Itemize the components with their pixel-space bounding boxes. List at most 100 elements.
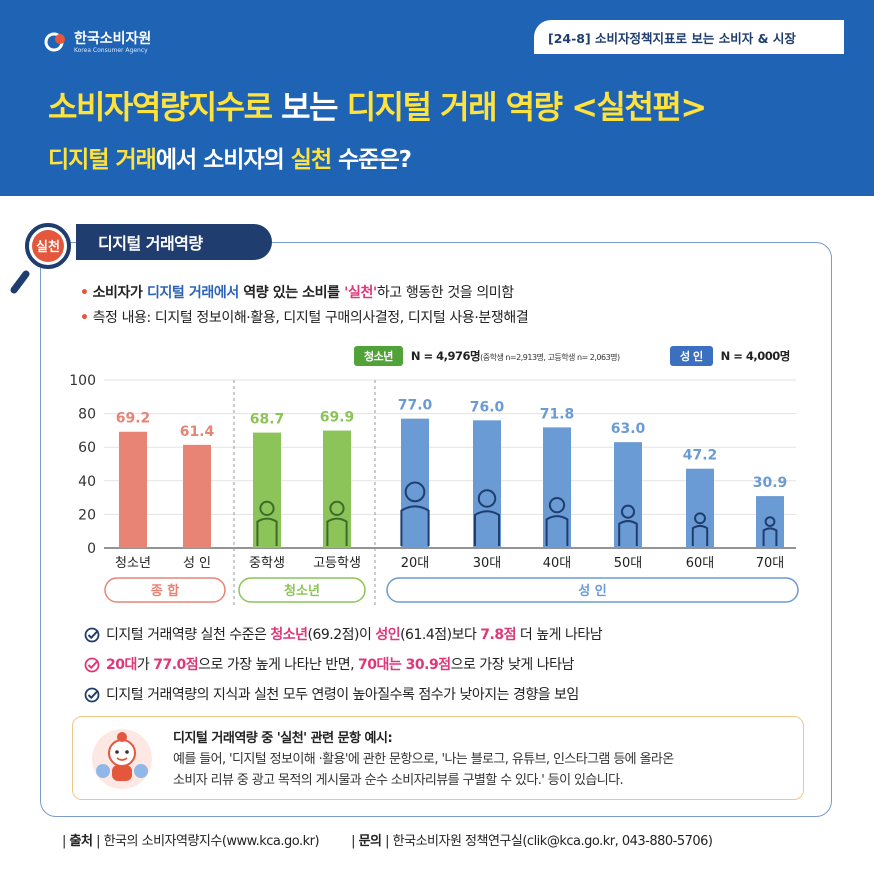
finding2-part1: 20대 bbox=[106, 657, 137, 673]
finding1-part1: 디지털 거래역량 실천 수준은 bbox=[106, 627, 271, 643]
footer-contact-label: 문의 bbox=[358, 834, 382, 849]
header-banner: 한국소비자원 Korea Consumer Agency [24-8] 소비자정… bbox=[0, 0, 874, 196]
group-label: 종 합 bbox=[151, 583, 179, 599]
person-icon bbox=[545, 515, 569, 546]
finding1-part7: 더 높게 나타남 bbox=[515, 627, 603, 643]
data-label: 47.2 bbox=[683, 448, 718, 464]
check-icon bbox=[84, 627, 100, 643]
person-icon bbox=[764, 516, 776, 527]
person-icon bbox=[691, 524, 709, 546]
subtitle-part3: 실천 bbox=[290, 147, 332, 173]
y-tick-label: 40 bbox=[78, 474, 96, 490]
bar bbox=[473, 420, 501, 548]
x-tick-label: 30대 bbox=[473, 556, 502, 571]
check-icon bbox=[84, 657, 100, 673]
logo-name: 한국소비자원 bbox=[74, 31, 152, 47]
group-label: 청소년 bbox=[284, 583, 320, 599]
finding1-part6: 7.8점 bbox=[480, 627, 516, 643]
finding-1: 디지털 거래역량 실천 수준은 청소년(69.2점)이 성인(61.4점)보다 … bbox=[84, 620, 603, 650]
magnifier-icon: 실천 bbox=[10, 223, 71, 294]
finding1-part4: 성인 bbox=[375, 627, 401, 643]
data-label: 68.7 bbox=[250, 412, 285, 428]
y-tick-label: 100 bbox=[69, 373, 96, 389]
group-label-pill bbox=[238, 577, 366, 603]
check-icon bbox=[84, 687, 100, 703]
person-icon bbox=[618, 520, 638, 546]
footer-contact: | 문의 | 한국소비자원 정책연구실(clik@kca.go.kr, 043-… bbox=[351, 834, 713, 849]
y-tick-label: 60 bbox=[78, 440, 96, 456]
bar bbox=[756, 496, 784, 548]
bullet1-part3: 역량 있는 소비를 bbox=[238, 285, 345, 301]
legend-youth-n: N = 4,976명 bbox=[410, 349, 481, 363]
data-label: 77.0 bbox=[398, 398, 433, 414]
bar bbox=[119, 431, 147, 548]
footer: | 출처 | 한국의 소비자역량지수(www.kca.go.kr) | 문의 |… bbox=[62, 830, 713, 849]
footer-contact-text: 한국소비자원 정책연구실(clik@kca.go.kr, 043-880-570… bbox=[392, 834, 713, 849]
bullet-measure: • 측정 내용: 디지털 정보이해·활용, 디지털 구매의사결정, 디지털 사용·… bbox=[80, 306, 529, 331]
finding1-part3: (69.2점)이 bbox=[307, 627, 376, 643]
note-line-1: 예를 들어, '디지털 정보이해 ·활용'에 관한 문항으로, '나는 블로그,… bbox=[173, 752, 674, 767]
person-icon bbox=[329, 500, 345, 516]
kca-logo: 한국소비자원 Korea Consumer Agency bbox=[44, 28, 151, 55]
x-tick-label: 70대 bbox=[756, 556, 785, 571]
page-title: 소비자역량지수로 보는 디지털 거래 역량 <실천편> bbox=[48, 82, 707, 128]
data-label: 69.9 bbox=[320, 410, 355, 426]
subtitle-part2: 에서 소비자의 bbox=[155, 147, 291, 173]
bullet-meaning: • 소비자가 디지털 거래에서 역량 있는 소비를 '실천'하고 행동한 것을 의… bbox=[80, 281, 528, 306]
y-tick-label: 0 bbox=[87, 541, 96, 557]
note-line-2: 소비자 리뷰 중 광고 목적의 게시물과 순수 소비자리뷰를 구별할 수 있다.… bbox=[173, 773, 624, 788]
data-label: 30.9 bbox=[753, 475, 788, 491]
finding2-part3: 77.0점 bbox=[153, 657, 199, 673]
person-icon bbox=[762, 527, 778, 546]
finding2-part5: 70대는 30.9점 bbox=[358, 657, 451, 673]
bullet1-part4: '실천' bbox=[344, 285, 377, 301]
bullet-dot-1: • bbox=[80, 285, 89, 301]
finding2-part4: 으로 가장 높게 나타난 반면, bbox=[198, 657, 359, 673]
series-tag: [24-8] 소비자정책지표로 보는 소비자 & 시장 bbox=[534, 20, 844, 54]
findings-list: 디지털 거래역량 실천 수준은 청소년(69.2점)이 성인(61.4점)보다 … bbox=[84, 620, 603, 710]
legend-youth-tag: 청소년 bbox=[354, 346, 403, 366]
y-tick-label: 20 bbox=[78, 507, 96, 523]
person-icon bbox=[694, 512, 706, 525]
data-label: 69.2 bbox=[116, 411, 151, 427]
x-tick-label: 50대 bbox=[614, 556, 643, 571]
legend-youth-detail: (중학생 n=2,913명, 고등학생 n= 2,063명) bbox=[480, 353, 620, 362]
person-icon bbox=[259, 500, 275, 516]
example-note: 디지털 거래역량 중 '실천' 관련 문항 예시: 예를 들어, '디지털 정보… bbox=[72, 716, 804, 800]
x-tick-label: 성 인 bbox=[183, 556, 211, 571]
definition-bullets: • 소비자가 디지털 거래에서 역량 있는 소비를 '실천'하고 행동한 것을 의… bbox=[80, 281, 529, 331]
finding-3: 디지털 거래역량의 지식과 실천 모두 연령이 높아질수록 점수가 낮아지는 경… bbox=[84, 680, 602, 710]
footer-source-label: 출처 bbox=[69, 834, 93, 849]
bar bbox=[183, 444, 211, 548]
bullet1-part2: 디지털 거래에서 bbox=[146, 285, 239, 301]
kca-logo-icon bbox=[44, 32, 65, 51]
note-body: 예를 들어, '디지털 정보이해 ·활용'에 관한 문항으로, '나는 블로그,… bbox=[173, 749, 793, 791]
group-label: 성 인 bbox=[578, 583, 606, 599]
bar bbox=[686, 468, 714, 548]
section-badge: 실천 bbox=[36, 239, 60, 255]
x-tick-label: 중학생 bbox=[249, 556, 285, 571]
person-icon bbox=[326, 517, 348, 546]
person-icon bbox=[400, 505, 430, 546]
x-tick-label: 청소년 bbox=[115, 556, 151, 571]
legend-youth: 청소년 N = 4,976명(중학생 n=2,913명, 고등학생 n= 2,0… bbox=[354, 346, 620, 366]
mascot-icon bbox=[92, 729, 152, 789]
bullet1-part5: 하고 행동한 것을 의미함 bbox=[376, 285, 514, 301]
x-tick-label: 고등학생 bbox=[313, 556, 361, 571]
person-icon bbox=[620, 504, 636, 519]
bar bbox=[543, 427, 571, 548]
person-icon bbox=[474, 510, 500, 546]
finding1-part5: (61.4점)보다 bbox=[400, 627, 481, 643]
title-part3: 디지털 거래 역량 <실천편> bbox=[346, 88, 707, 126]
finding2-part6: 으로 가장 낮게 나타남 bbox=[450, 657, 575, 673]
person-icon bbox=[256, 517, 278, 546]
legend-adult-n: N = 4,000명 bbox=[720, 349, 791, 363]
person-icon bbox=[548, 496, 566, 514]
legend-adult: 성 인 N = 4,000명 bbox=[670, 346, 790, 366]
bullet-dot-2: • bbox=[80, 310, 89, 326]
logo-subtitle: Korea Consumer Agency bbox=[74, 47, 148, 54]
y-tick-label: 80 bbox=[78, 407, 96, 423]
group-label-pill bbox=[104, 577, 226, 603]
person-icon bbox=[404, 481, 426, 503]
